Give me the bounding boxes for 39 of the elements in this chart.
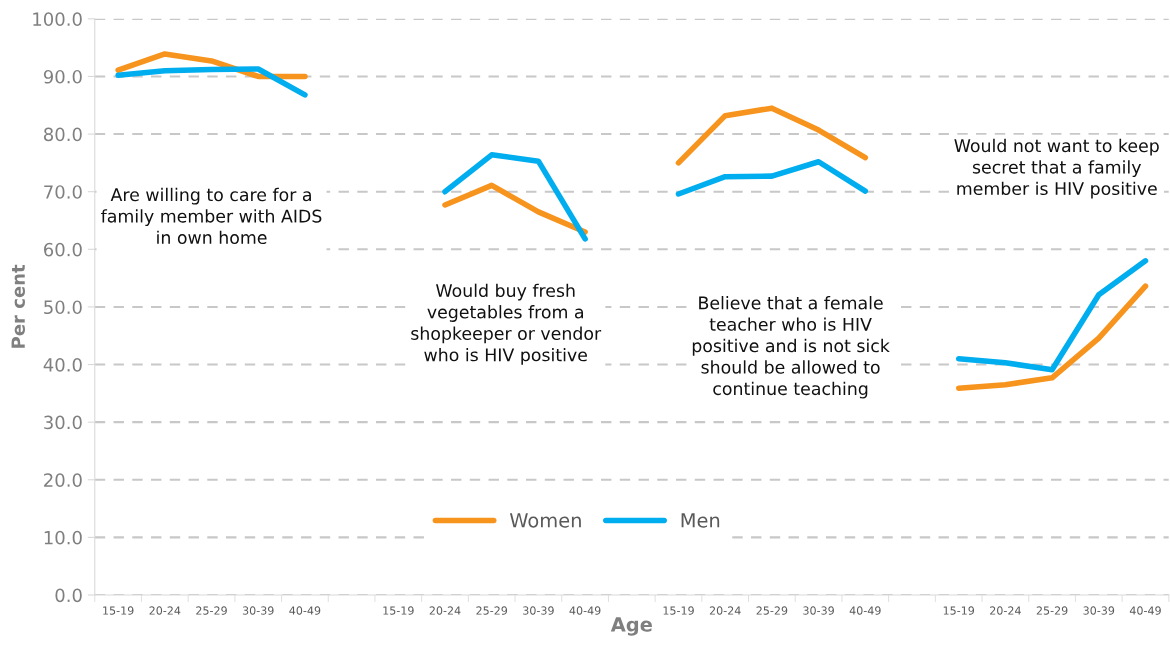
- x-tick-label: 20-24: [709, 606, 741, 615]
- annotation: Believe that a female teacher who is HIV positive and is not sick should be allowed to continue teaching: [692, 296, 890, 399]
- x-tick-label: 30-39: [242, 606, 274, 615]
- x-tick-label: 40-49: [1129, 606, 1161, 615]
- y-tick-label: 40.0: [43, 358, 82, 372]
- x-tick-label: 15-19: [103, 606, 134, 615]
- annotation: Would not want to keep secret that a family member is HIV positive: [954, 138, 1159, 199]
- x-tick-label: 15-19: [663, 606, 694, 615]
- x-tick-label: 20-24: [149, 606, 181, 615]
- legend-label: Women: [509, 513, 581, 528]
- x-tick-label: 20-24: [990, 606, 1021, 615]
- y-tick-label: 0.0: [55, 588, 82, 603]
- y-tick-label: 70.0: [44, 185, 82, 199]
- x-tick-label: 30-39: [803, 606, 834, 615]
- x-tick-label: 15-19: [383, 606, 414, 615]
- y-tick-label: 100.0: [33, 12, 82, 26]
- y-tick-label: 50.0: [44, 300, 82, 315]
- y-tick-label: 10.0: [44, 530, 82, 545]
- annotation: Would buy fresh vegetables from a shopkeeper or vendor who is HIV positive: [411, 283, 602, 365]
- x-tick-label: 25-29: [476, 606, 508, 615]
- y-tick-label: 80.0: [43, 127, 82, 142]
- legend-label: Men: [681, 513, 720, 528]
- x-tick-label: 15-19: [943, 606, 975, 615]
- x-tick-label: 30-39: [1083, 606, 1115, 615]
- x-tick-label: 20-24: [429, 606, 461, 615]
- y-axis-title: Per cent: [11, 264, 25, 348]
- annotation: Are willing to care for a family member with AIDS in own home: [101, 187, 322, 245]
- x-tick-label: 25-29: [1036, 606, 1068, 615]
- x-tick-label: 25-29: [196, 606, 227, 615]
- x-axis-title: Age: [610, 617, 652, 636]
- y-tick-label: 90.0: [43, 69, 82, 84]
- y-tick-label: 30.0: [44, 415, 82, 430]
- x-tick-label: 40-49: [289, 606, 321, 615]
- x-tick-label: 30-39: [523, 606, 554, 615]
- x-tick-label: 25-29: [756, 606, 788, 615]
- y-tick-label: 60.0: [44, 242, 82, 257]
- x-tick-label: 40-49: [569, 606, 601, 615]
- x-tick-label: 40-49: [849, 606, 881, 615]
- y-tick-label: 20.0: [44, 473, 82, 487]
